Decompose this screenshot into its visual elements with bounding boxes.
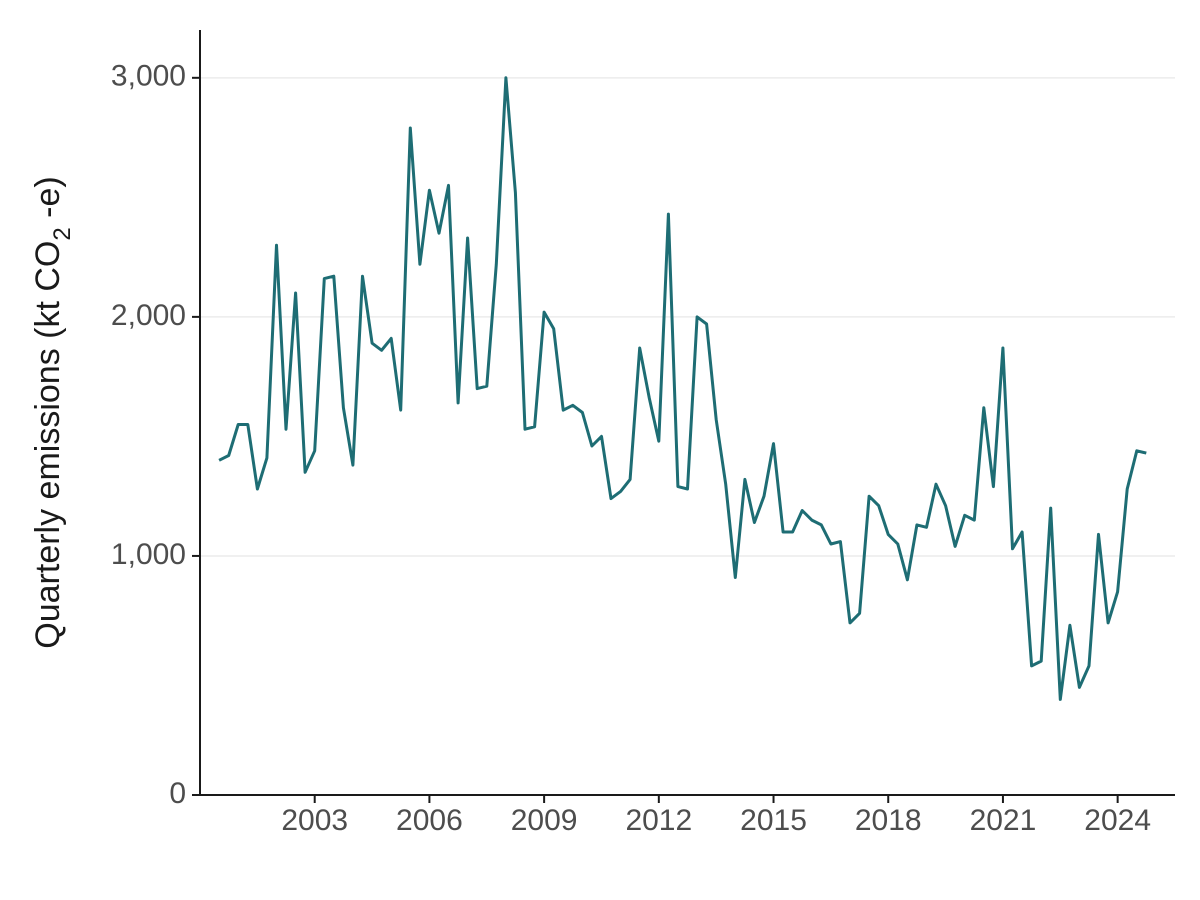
emissions-series-line xyxy=(219,78,1146,700)
x-tick-label: 2003 xyxy=(281,804,348,837)
x-tick-label: 2009 xyxy=(511,804,578,837)
x-tick-label: 2015 xyxy=(740,804,807,837)
x-tick-label: 2024 xyxy=(1084,804,1151,837)
y-tick-label: 2,000 xyxy=(111,299,186,332)
y-tick-label: 1,000 xyxy=(111,538,186,571)
x-tick-label: 2012 xyxy=(625,804,692,837)
x-tick-label: 2021 xyxy=(970,804,1037,837)
x-tick-label: 2018 xyxy=(855,804,922,837)
x-tick-label: 2006 xyxy=(396,804,463,837)
y-tick-label: 3,000 xyxy=(111,60,186,93)
y-tick-label: 0 xyxy=(169,777,186,810)
emissions-line-chart: 0 1,000 2,000 3,000 2003 2006 2009 2012 2015 2018… xyxy=(0,0,1200,900)
y-axis-title: Quarterly emissions (kt CO2 -e) xyxy=(29,176,76,648)
